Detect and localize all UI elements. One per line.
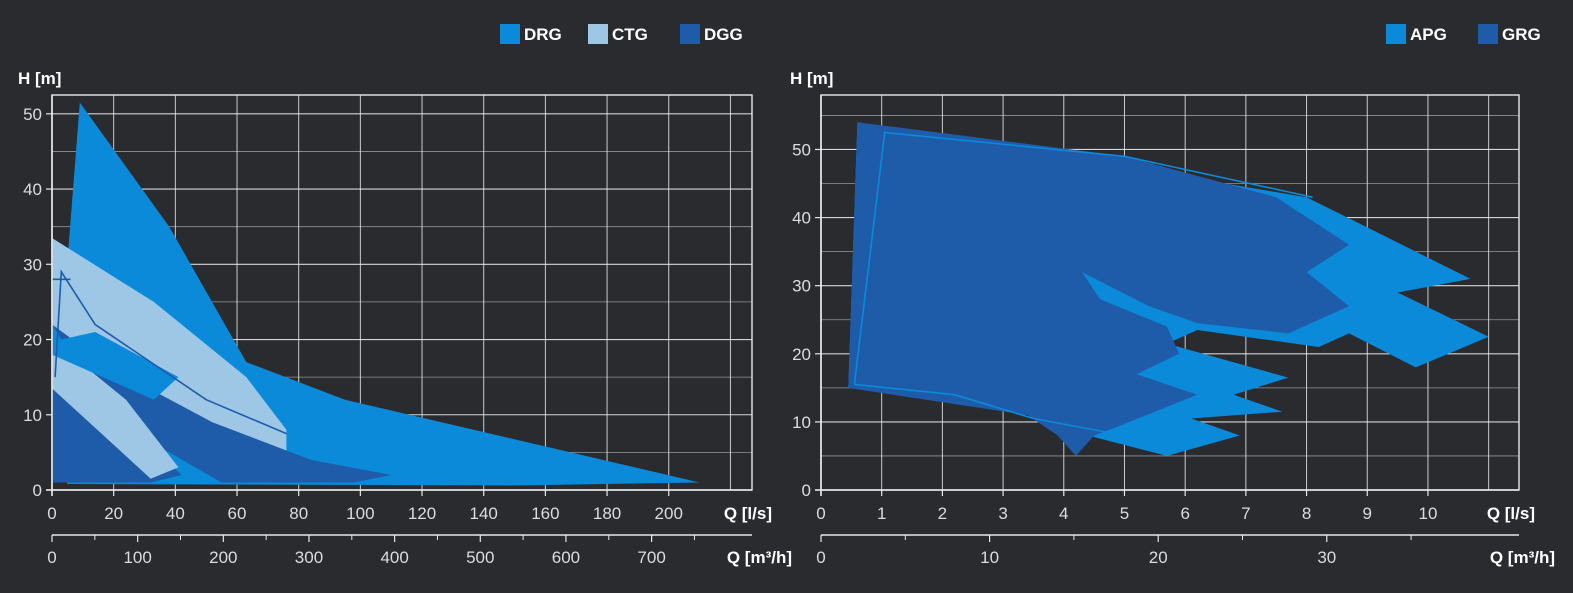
legend-label-apg: APG	[1410, 25, 1447, 44]
y-tick-label: 10	[792, 413, 811, 432]
x2-tick-label: 100	[123, 548, 151, 567]
y-tick-label: 30	[23, 255, 42, 274]
y-tick-label: 10	[23, 406, 42, 425]
y-tick-label: 20	[792, 345, 811, 364]
x-tick-label: 9	[1363, 504, 1372, 523]
legend-swatch-drg	[500, 24, 520, 44]
y-axis-label: H [m]	[18, 69, 61, 88]
right-chart: 0 10 20 30 40 50 0 1 2 3 4 5 6 7 8 9 10 H [m] Q [l/s] 0 10 20…	[790, 24, 1555, 567]
x2-tick-label: 200	[209, 548, 237, 567]
x-tick-label: 8	[1302, 504, 1311, 523]
series-areas	[848, 122, 1489, 456]
y-tick-label: 0	[33, 481, 42, 500]
x-tick-label: 6	[1180, 504, 1189, 523]
legend-label-dgg: DGG	[704, 25, 743, 44]
x2-tick-label: 600	[552, 548, 580, 567]
curve-outline	[854, 383, 1107, 433]
legend: DRG CTG DGG	[500, 24, 743, 44]
legend-swatch-apg	[1386, 24, 1406, 44]
x-axis-label: Q [l/s]	[724, 504, 772, 523]
x2-tick-label: 0	[816, 548, 825, 567]
x-tick-label: 1	[877, 504, 886, 523]
area-ctg	[52, 339, 179, 479]
x2-tick-label: 400	[380, 548, 408, 567]
x-tick-label: 2	[938, 504, 947, 523]
y-tick-label: 40	[792, 209, 811, 228]
secondary-x-axis: 0 10 20 30 Q [m³/h]	[816, 534, 1555, 567]
x2-axis-label: Q [m³/h]	[727, 548, 792, 567]
legend: APG GRG	[1386, 24, 1541, 44]
y-tick-label: 20	[23, 331, 42, 350]
x-tick-label: 20	[104, 504, 123, 523]
x2-tick-label: 300	[295, 548, 323, 567]
x-tick-label: 0	[816, 504, 825, 523]
legend-label-grg: GRG	[1502, 25, 1541, 44]
y-tick-label: 50	[23, 105, 42, 124]
curve-outline	[54, 269, 287, 435]
area-drg	[52, 324, 179, 400]
x-tick-label: 200	[655, 504, 683, 523]
y-tick-label: 30	[792, 277, 811, 296]
x-tick-label: 180	[593, 504, 621, 523]
x2-tick-label: 700	[637, 548, 665, 567]
x-tick-label: 10	[1418, 504, 1437, 523]
x-tick-label: 160	[531, 504, 559, 523]
legend-label-ctg: CTG	[612, 25, 648, 44]
x-tick-label: 0	[47, 504, 56, 523]
x-tick-label: 60	[228, 504, 247, 523]
legend-swatch-dgg	[680, 24, 700, 44]
x-tick-label: 3	[998, 504, 1007, 523]
y-tick-label: 0	[802, 481, 811, 500]
x-tick-label: 120	[408, 504, 436, 523]
x-tick-label: 140	[470, 504, 498, 523]
x2-axis-label: Q [m³/h]	[1490, 548, 1555, 567]
x2-tick-label: 10	[980, 548, 999, 567]
y-tick-label: 40	[23, 180, 42, 199]
x2-tick-label: 0	[47, 548, 56, 567]
secondary-x-axis: 0 100 200 300 400 500 600 700 Q [m³/h]	[47, 534, 792, 567]
area-grg	[848, 122, 1350, 456]
series-areas	[52, 102, 700, 486]
axes: 0 10 20 30 40 50 0 1 2 3 4 5 6 7 8 9 10 H [m] Q [l/s]	[790, 69, 1535, 523]
area-ctg	[52, 238, 287, 477]
x-axis-label: Q [l/s]	[1487, 504, 1535, 523]
x2-tick-label: 30	[1317, 548, 1336, 567]
x-tick-label: 80	[289, 504, 308, 523]
x-tick-label: 4	[1059, 504, 1068, 523]
y-axis-label: H [m]	[790, 69, 833, 88]
legend-swatch-grg	[1478, 24, 1498, 44]
y-tick-label: 50	[792, 140, 811, 159]
legend-label-drg: DRG	[524, 25, 562, 44]
axes: 0 10 20 30 40 50 0 20 40 60 80 100 120 140 160 180 200 H …	[18, 69, 772, 523]
legend-swatch-ctg	[588, 24, 608, 44]
x2-tick-label: 500	[466, 548, 494, 567]
x-tick-label: 7	[1241, 504, 1250, 523]
curve-outline	[853, 131, 1313, 385]
x-tick-label: 40	[166, 504, 185, 523]
x2-tick-label: 20	[1149, 548, 1168, 567]
x-tick-label: 100	[346, 504, 374, 523]
x-tick-label: 5	[1120, 504, 1129, 523]
